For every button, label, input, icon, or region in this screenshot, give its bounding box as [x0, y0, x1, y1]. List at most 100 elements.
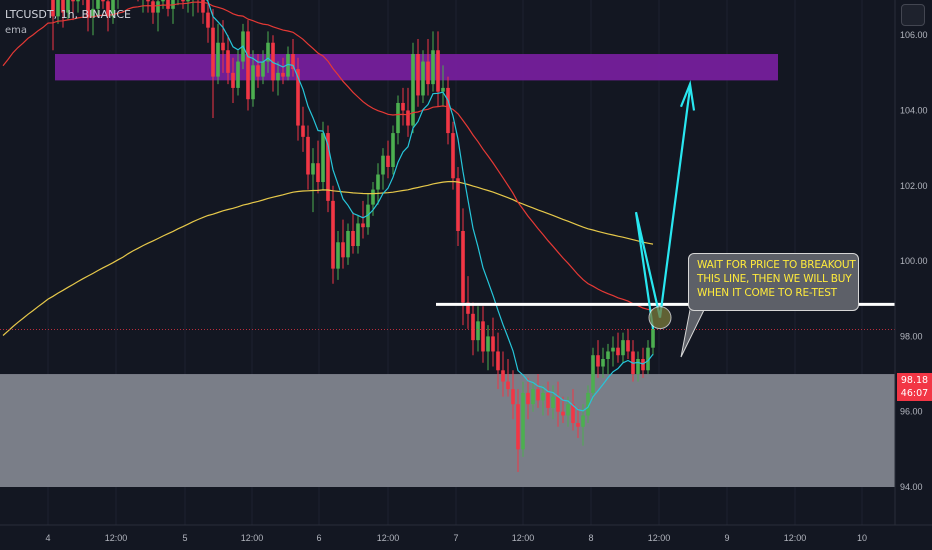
candle-body: [181, 0, 185, 2]
candle-body: [86, 0, 90, 17]
candle-body: [441, 87, 445, 92]
ema-mid-line: [2, 1, 654, 311]
y-tick-labels: 94.0096.0098.00100.00102.00104.00106.001…: [900, 30, 928, 492]
candle-body: [516, 404, 520, 450]
callout-line-1: WAIT FOR PRICE TO BREAKOUT: [697, 259, 856, 271]
candle-body: [206, 12, 210, 28]
candle-body: [346, 230, 350, 258]
x-tick-label: 8: [588, 533, 593, 543]
projection-path: [634, 87, 692, 330]
x-tick-label: 12:00: [648, 533, 671, 543]
trade-note-callout: WAIT FOR PRICE TO BREAKOUT THIS LINE, TH…: [688, 253, 859, 311]
bar-countdown: 46:07: [900, 388, 929, 399]
candle-body: [446, 87, 450, 134]
x-tick-label: 7: [453, 533, 458, 543]
candle-body: [186, 0, 190, 2]
candle-body: [291, 54, 295, 70]
candle-body: [111, 0, 115, 17]
candle-body: [326, 133, 330, 201]
candle-body: [351, 230, 355, 247]
candle-body: [101, 0, 105, 2]
candle-body: [51, 0, 55, 17]
candle-body: [211, 27, 215, 77]
candle-body: [561, 411, 565, 416]
candle-body: [106, 1, 110, 17]
candle-body: [201, 0, 205, 13]
candle-body: [321, 133, 325, 183]
candle-body: [336, 242, 340, 269]
candle-body: [546, 392, 550, 408]
candle-body: [571, 404, 575, 423]
candle-body: [636, 358, 640, 375]
candle-body: [226, 50, 230, 73]
candle-body: [496, 351, 500, 371]
candle-body: [506, 381, 510, 390]
candle-body: [626, 340, 630, 352]
candle-body: [151, 1, 155, 13]
candle-body: [261, 61, 265, 77]
candle-body: [526, 392, 530, 405]
x-tick-label: 6: [316, 533, 321, 543]
candle-body: [476, 321, 480, 341]
candle-body: [586, 392, 590, 416]
projection-arrowhead: [679, 79, 696, 111]
candle-body: [76, 0, 80, 2]
x-tick-label: 9: [724, 533, 729, 543]
candle-body: [366, 204, 370, 228]
current-price: 98.18: [900, 375, 929, 386]
candle-body: [591, 355, 595, 393]
x-tick-label: 10: [857, 533, 867, 543]
candle-body: [311, 163, 315, 175]
candle-body: [221, 42, 225, 51]
x-tick-label: 12:00: [784, 533, 807, 543]
candle-body: [416, 54, 420, 96]
y-tick-label: 96.00: [900, 407, 923, 417]
retest-circle: [648, 306, 672, 330]
y-tick-label: 98.00: [900, 331, 923, 341]
candle-body: [391, 133, 395, 167]
candle-body: [611, 347, 615, 352]
candle-body: [296, 69, 300, 126]
candle-body: [301, 125, 305, 137]
indicator-label[interactable]: ema: [5, 25, 28, 36]
candle-body: [341, 242, 345, 258]
candle-body: [486, 336, 490, 352]
candle-body: [646, 347, 650, 371]
candle-body: [491, 336, 495, 352]
current-price-tag: 98.18 46:07: [897, 373, 932, 401]
candle-body: [61, 0, 65, 13]
candle-body: [386, 155, 390, 167]
y-tick-label: 104.00: [900, 106, 928, 116]
candle-body: [466, 302, 470, 314]
candle-body: [96, 0, 100, 9]
candle-body: [316, 163, 320, 183]
x-tick-label: 12:00: [512, 533, 535, 543]
candle-body: [161, 0, 165, 2]
x-tick-label: 5: [182, 533, 187, 543]
candle-body: [471, 313, 475, 341]
candle-body: [361, 223, 365, 228]
x-tick-label: 12:00: [105, 533, 128, 543]
candle-body: [376, 174, 380, 190]
candle-body: [281, 72, 285, 77]
candle-body: [266, 42, 270, 62]
candle-body: [56, 0, 60, 17]
candle-body: [146, 0, 150, 2]
chart-settings-button[interactable]: [901, 4, 925, 26]
callout-line-3: WHEN IT COME TO RE-TEST: [697, 287, 837, 299]
candle-body: [556, 396, 560, 412]
support-zone: [0, 374, 895, 487]
candle-body: [511, 389, 515, 405]
candle-body: [231, 72, 235, 88]
candle-body: [456, 178, 460, 231]
x-tick-label: 12:00: [241, 533, 264, 543]
candle-body: [621, 340, 625, 356]
candle-body: [356, 223, 360, 247]
ema-slow-line: [2, 180, 654, 336]
candle-body: [566, 404, 570, 416]
x-tick-labels: 4 12:00 5 12:00 6 12:00 7 12:00 8 12:00 9 12:00 10: [45, 533, 867, 543]
candle-body: [536, 389, 540, 401]
ema-fast-line: [206, 0, 654, 412]
y-tick-label: 106.00: [900, 30, 928, 40]
